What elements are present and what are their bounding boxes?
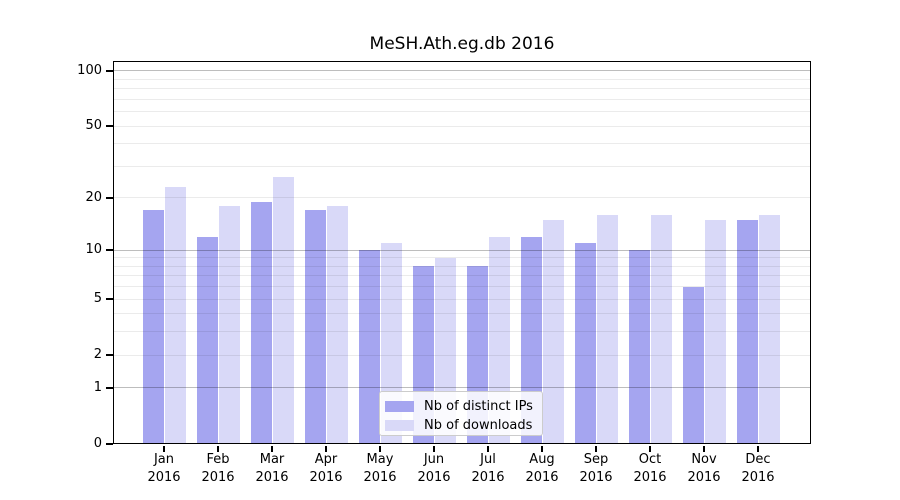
y-tick-label: 10 [85,242,102,258]
y-tick-label: 1 [93,379,102,395]
gridline-9 [113,257,811,259]
gridline-100 [113,70,811,72]
gridline-5 [113,298,811,300]
x-tick [163,445,165,452]
gridline-80 [113,88,811,90]
legend: Nb of distinct IPs Nb of downloads [379,391,543,436]
x-tick [757,445,759,452]
bar-nb-of-downloads-sep [597,214,618,444]
legend-label-distinct-ips: Nb of distinct IPs [424,399,533,414]
x-tick-label: Oct 2016 [633,452,667,485]
gridline-20 [113,197,811,199]
x-tick-label: Apr 2016 [309,452,343,485]
y-tick [106,125,113,127]
gridline-2 [113,354,811,356]
gridline-4 [113,313,811,315]
gridline-1 [113,387,811,389]
x-tick-label: Aug 2016 [525,452,559,485]
bar-nb-of-distinct-ips-mar [251,201,272,444]
y-tick [106,387,113,389]
x-tick-label: May 2016 [363,452,397,485]
x-tick-label: Jan 2016 [147,452,181,485]
y-tick-label: 20 [85,189,102,205]
y-tick-label: 0 [93,436,102,451]
bar-nb-of-downloads-dec [759,214,780,444]
y-tick-label: 50 [85,118,102,134]
x-tick-label: Feb 2016 [201,452,235,485]
bar-nb-of-distinct-ips-nov [683,286,704,444]
chart-title: MeSH.Ath.eg.db 2016 [369,34,555,54]
x-tick-label: Nov 2016 [687,452,721,485]
gridline-90 [113,78,811,80]
gridline-60 [113,111,811,113]
bar-nb-of-distinct-ips-oct [629,250,650,444]
bar-nb-of-distinct-ips-feb [197,236,218,444]
x-tick [703,445,705,452]
bar-nb-of-distinct-ips-jan [143,210,164,444]
x-tick-label: Sep 2016 [579,452,613,485]
y-tick [106,443,113,445]
x-tick [541,445,543,452]
gridline-8 [113,265,811,267]
legend-swatch-distinct-ips [385,401,414,412]
y-tick [106,197,113,199]
y-tick [106,354,113,356]
gridline-3 [113,331,811,333]
bar-nb-of-downloads-feb [219,205,240,444]
gridline-40 [113,143,811,145]
x-tick-label: Jun 2016 [417,452,451,485]
x-tick [379,445,381,452]
plot-area [113,61,811,444]
legend-label-downloads: Nb of downloads [424,418,533,433]
y-tick [106,70,113,72]
y-tick-label: 100 [77,62,102,78]
x-tick [325,445,327,452]
gridline-70 [113,98,811,100]
y-tick [106,249,113,251]
bar-nb-of-distinct-ips-apr [305,210,326,444]
y-tick [106,298,113,300]
bar-nb-of-downloads-jan [165,187,186,444]
gridline-10 [113,249,811,251]
gridline-30 [113,165,811,167]
legend-item-distinct-ips: Nb of distinct IPs [380,397,542,416]
bar-nb-of-downloads-oct [651,214,672,444]
bar-nb-of-distinct-ips-may [359,250,380,444]
gridline-6 [113,286,811,288]
bar-nb-of-downloads-apr [327,205,348,444]
x-tick-label: Jul 2016 [471,452,505,485]
gridline-50 [113,125,811,127]
x-tick [217,445,219,452]
x-tick [271,445,273,452]
bar-nb-of-distinct-ips-sep [575,243,596,444]
y-tick-label: 5 [93,291,102,307]
gridline-7 [113,275,811,277]
x-tick [595,445,597,452]
legend-swatch-downloads [385,420,414,431]
legend-item-downloads: Nb of downloads [380,416,542,435]
x-tick [433,445,435,452]
x-tick [649,445,651,452]
bar-nb-of-distinct-ips-dec [737,219,758,444]
bar-nb-of-downloads-aug [543,219,564,444]
bar-nb-of-downloads-mar [273,177,294,444]
bar-nb-of-downloads-nov [705,219,726,444]
x-tick-label: Dec 2016 [741,452,775,485]
x-tick [487,445,489,452]
x-tick-label: Mar 2016 [255,452,289,485]
y-tick-label: 2 [93,347,102,363]
